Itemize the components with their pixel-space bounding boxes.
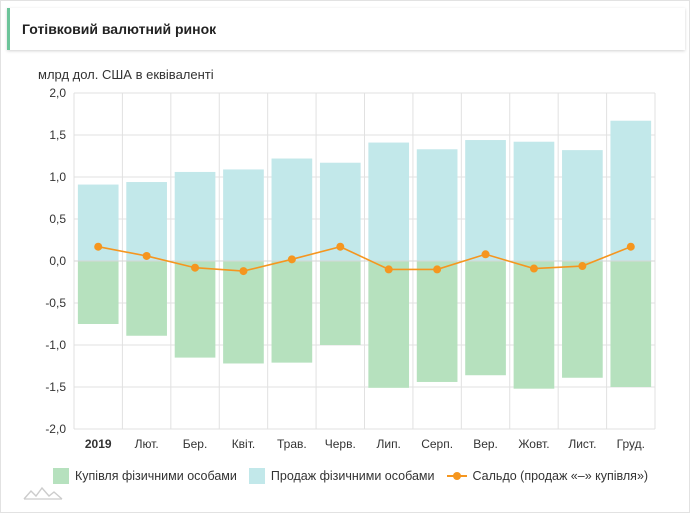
- purchase-bar: [562, 261, 603, 378]
- legend-item-purchase: Купівля фізичними особами: [53, 468, 237, 484]
- x-tick-label: Черв.: [325, 437, 356, 451]
- balance-point: [94, 242, 103, 251]
- y-tick-label: -0,5: [45, 296, 66, 310]
- x-tick-label: Груд.: [617, 437, 645, 451]
- purchase-bar: [126, 261, 167, 336]
- sale-bar: [610, 120, 652, 261]
- balance-point: [626, 242, 635, 251]
- purchase-bar: [174, 261, 216, 358]
- sale-bar: [126, 182, 167, 261]
- chart-legend: Купівля фізичними особами Продаж фізични…: [53, 466, 660, 486]
- purchase-bar: [271, 261, 313, 363]
- legend-swatch-sale: [248, 468, 265, 484]
- y-tick-label: -1,0: [45, 338, 66, 352]
- balance-point: [384, 265, 393, 274]
- x-tick-label: 2019: [85, 437, 112, 451]
- purchase-bar: [223, 261, 264, 364]
- purchase-bar: [319, 261, 361, 345]
- y-tick-label: -2,0: [45, 422, 66, 436]
- sale-bar: [513, 141, 555, 261]
- x-tick-label: Лист.: [568, 437, 596, 451]
- legend-item-balance: Сальдо (продаж «–» купівля»): [446, 468, 649, 484]
- chart-title: Готівковий валютний ринок: [22, 21, 217, 37]
- purchase-bar: [416, 261, 458, 382]
- balance-point: [433, 265, 442, 274]
- purchase-bar: [77, 261, 119, 324]
- y-tick-label: 0,5: [49, 212, 66, 226]
- chart-plot: 2,0 1,5 1,0 0,5 0,0 -0,5 -1,0 -1,5 -2,0 2019 Лют. Б…: [45, 86, 656, 451]
- x-tick-label: Квіт.: [232, 437, 256, 451]
- y-tick-label: 2,0: [49, 86, 66, 100]
- x-tick-label: Вер.: [473, 437, 498, 451]
- legend-swatch-balance: [446, 468, 467, 484]
- sale-bar: [271, 158, 313, 261]
- purchase-bar: [368, 261, 410, 388]
- balance-point: [481, 250, 490, 259]
- legend-label-balance: Сальдо (продаж «–» купівля»): [472, 469, 649, 483]
- x-tick-label: Лют.: [135, 437, 159, 451]
- balance-point: [287, 255, 296, 264]
- balance-line: [98, 245, 632, 272]
- sale-bar: [368, 142, 410, 261]
- purchase-bar: [610, 261, 652, 387]
- sale-bar: [416, 149, 458, 261]
- balance-point: [336, 242, 345, 251]
- balance-point: [578, 262, 587, 271]
- sale-bar: [562, 150, 603, 261]
- legend-swatch-purchase: [53, 468, 69, 484]
- y-tick-label: 1,0: [49, 170, 66, 184]
- x-tick-label: Трав.: [277, 437, 307, 451]
- sale-bar: [465, 140, 506, 261]
- x-tick-label: Жовт.: [518, 437, 549, 451]
- balance-point: [529, 264, 538, 273]
- balance-point: [142, 251, 151, 260]
- y-tick-label: 1,5: [49, 128, 66, 142]
- legend-item-sale: Продаж фізичними особами: [248, 468, 435, 484]
- y-tick-label: 0,0: [49, 254, 66, 268]
- purchase-bar: [513, 261, 555, 389]
- purchase-bar: [465, 261, 506, 376]
- mountains-logo-icon: [23, 486, 63, 500]
- x-tick-label: Бер.: [183, 437, 208, 451]
- balance-point: [239, 267, 248, 276]
- sale-bar: [174, 171, 216, 261]
- balance-point: [191, 263, 200, 272]
- legend-label-sale: Продаж фізичними особами: [270, 469, 435, 483]
- chart-header: Готівковий валютний ринок: [7, 8, 685, 50]
- legend-label-purchase: Купівля фізичними особами: [75, 469, 237, 483]
- x-tick-label: Серп.: [421, 437, 453, 451]
- x-tick-label: Лип.: [376, 437, 400, 451]
- sale-bar: [223, 169, 264, 261]
- y-axis-unit-label: млрд дол. США в еквіваленті: [38, 67, 214, 82]
- y-tick-label: -1,5: [45, 380, 66, 394]
